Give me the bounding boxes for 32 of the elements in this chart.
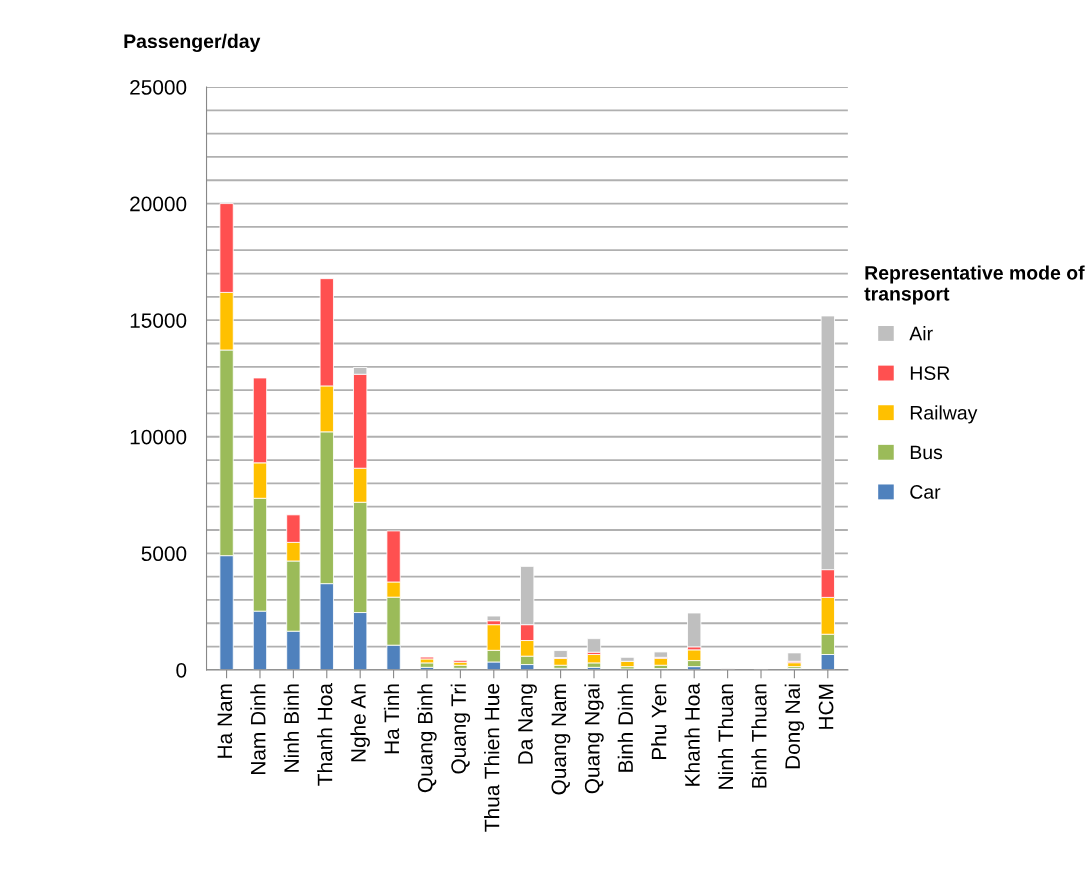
x-tick-label: Ha Nam bbox=[217, 684, 233, 758]
x-tick-label: Khanh Hoa bbox=[684, 683, 700, 786]
y-tick-label: 15000 bbox=[130, 313, 187, 328]
x-tick-label: Nam Dinh bbox=[250, 684, 266, 774]
y-tick-label: 5000 bbox=[141, 546, 187, 562]
x-tick-label: Thua Thien Hue bbox=[484, 684, 500, 832]
y-tick-label: 10000 bbox=[130, 429, 187, 445]
legend-label: HSR bbox=[910, 366, 950, 381]
x-tick-label: Ha Tinh bbox=[383, 684, 400, 754]
x-tick-label: Quang Binh bbox=[417, 684, 437, 793]
x-tick-label: Nghe An bbox=[350, 684, 370, 762]
y-tick-label: 0 bbox=[176, 662, 187, 678]
legend-label: Railway bbox=[910, 405, 978, 424]
legend-label: Air bbox=[909, 326, 933, 341]
x-tick-label: HCM bbox=[818, 684, 834, 729]
y-tick-label: 20000 bbox=[130, 196, 187, 212]
legend-label: Car bbox=[910, 485, 941, 499]
x-tick-label: Quang Tri bbox=[450, 684, 471, 774]
y-tick-label: 25000 bbox=[130, 80, 187, 95]
x-tick-label: Thanh Hoa bbox=[317, 683, 333, 786]
x-tick-label: Ninh Binh bbox=[283, 684, 299, 772]
x-tick-label: Phu Yen bbox=[651, 684, 667, 760]
y-axis-title: Passenger/day bbox=[124, 33, 261, 53]
x-tick-label: Quang Ngai bbox=[584, 684, 604, 794]
x-tick-label: Dong Nai bbox=[784, 684, 805, 769]
legend-label: Bus bbox=[910, 445, 943, 460]
x-tick-label: Binh Dinh bbox=[617, 684, 633, 772]
legend-title: Representative mode of transport bbox=[864, 265, 1085, 305]
x-tick-label: Quang Nam bbox=[551, 684, 571, 795]
x-tick-label: Da Nang bbox=[518, 684, 537, 764]
x-tick-label: Ninh Thuan bbox=[717, 684, 734, 789]
x-tick-label: Binh Thuan bbox=[751, 684, 767, 788]
